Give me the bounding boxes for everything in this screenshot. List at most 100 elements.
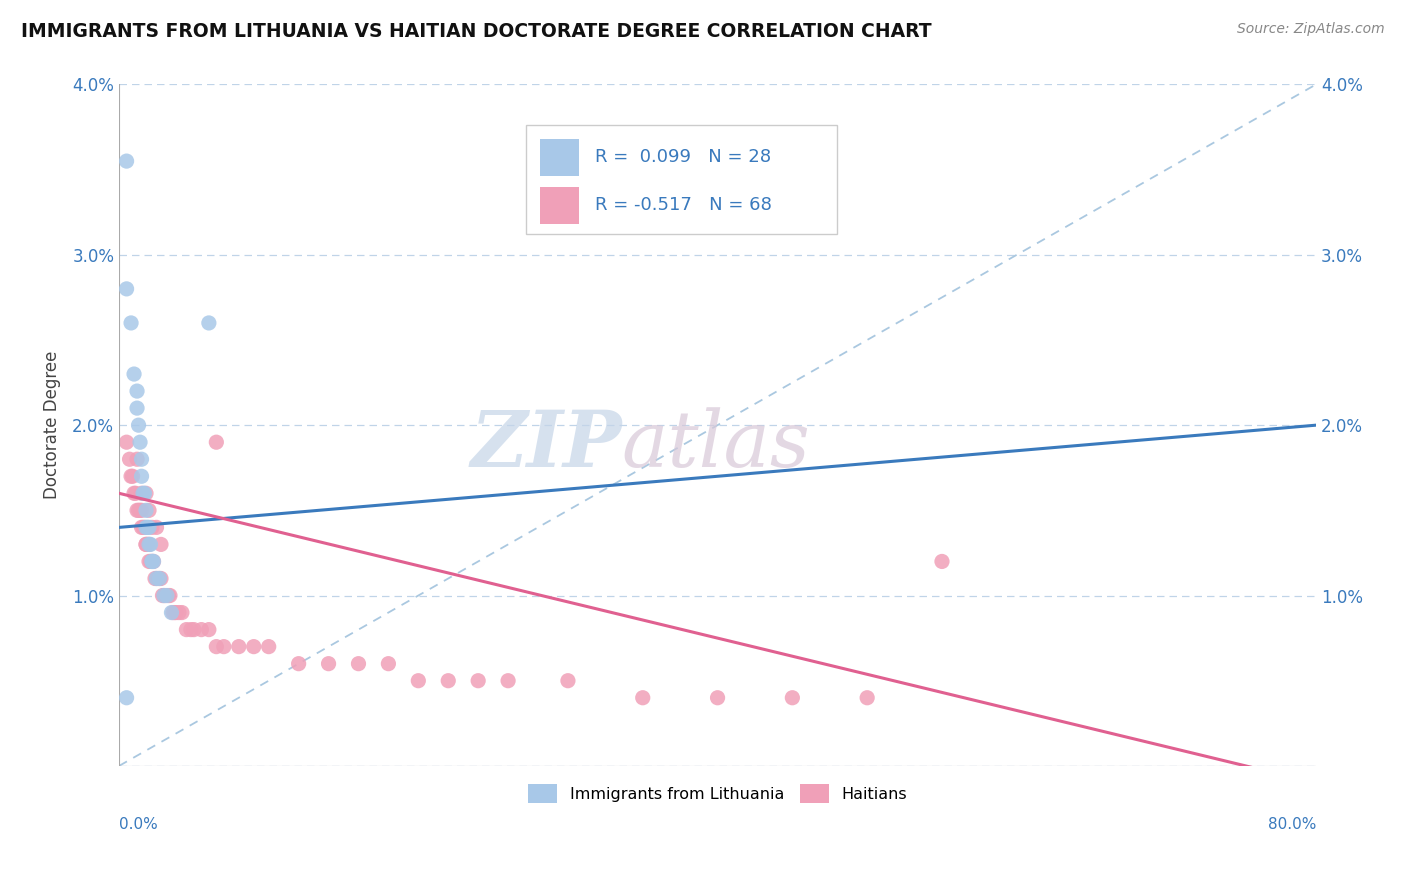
Point: [142, 554, 165, 568]
Point: [135, 537, 157, 551]
Point: [131, 520, 153, 534]
Text: IMMIGRANTS FROM LITHUANIA VS HAITIAN DOCTORATE DEGREE CORRELATION CHART: IMMIGRANTS FROM LITHUANIA VS HAITIAN DOC…: [21, 22, 932, 41]
Point: [135, 537, 157, 551]
Text: ZIP: ZIP: [470, 408, 621, 483]
Point: [205, 640, 228, 654]
Point: [165, 606, 187, 620]
Point: [467, 673, 489, 688]
Point: [139, 537, 162, 551]
Point: [228, 640, 250, 654]
Point: [141, 554, 163, 568]
Point: [138, 554, 160, 568]
Point: [122, 486, 145, 500]
Point: [198, 316, 221, 330]
Point: [120, 469, 142, 483]
Point: [141, 554, 163, 568]
Point: [142, 554, 165, 568]
Point: [198, 623, 221, 637]
Text: 0.0%: 0.0%: [120, 817, 157, 832]
Y-axis label: Doctorate Degree: Doctorate Degree: [44, 351, 60, 500]
Point: [631, 690, 654, 705]
Point: [115, 690, 138, 705]
Text: R =  0.099   N = 28: R = 0.099 N = 28: [596, 148, 772, 166]
Point: [131, 486, 153, 500]
Point: [163, 606, 186, 620]
Legend: Immigrants from Lithuania, Haitians: Immigrants from Lithuania, Haitians: [522, 778, 914, 809]
Point: [148, 572, 170, 586]
Point: [131, 469, 153, 483]
Text: R = -0.517   N = 68: R = -0.517 N = 68: [596, 196, 772, 214]
Point: [132, 486, 155, 500]
FancyBboxPatch shape: [540, 139, 579, 177]
Point: [145, 520, 167, 534]
Text: Source: ZipAtlas.com: Source: ZipAtlas.com: [1237, 22, 1385, 37]
Point: [146, 572, 169, 586]
Point: [557, 673, 579, 688]
Point: [118, 452, 141, 467]
Point: [145, 572, 167, 586]
Point: [141, 520, 163, 534]
Point: [782, 690, 804, 705]
Point: [129, 435, 152, 450]
Point: [149, 572, 172, 586]
Point: [160, 606, 183, 620]
Point: [125, 452, 148, 467]
Point: [120, 316, 142, 330]
Point: [155, 589, 177, 603]
Point: [125, 401, 148, 416]
Point: [139, 554, 162, 568]
Point: [257, 640, 280, 654]
Point: [148, 572, 170, 586]
Text: atlas: atlas: [621, 408, 810, 483]
Point: [156, 589, 179, 603]
Point: [162, 606, 184, 620]
Point: [856, 690, 879, 705]
Point: [408, 673, 430, 688]
Point: [115, 282, 138, 296]
Text: 80.0%: 80.0%: [1268, 817, 1316, 832]
Point: [135, 520, 157, 534]
Point: [152, 589, 174, 603]
Point: [242, 640, 264, 654]
Point: [122, 367, 145, 381]
Point: [377, 657, 399, 671]
Point: [128, 418, 150, 433]
Point: [183, 623, 205, 637]
Point: [134, 486, 156, 500]
Point: [437, 673, 460, 688]
Point: [159, 589, 181, 603]
Point: [170, 606, 193, 620]
Point: [212, 640, 235, 654]
Point: [176, 623, 198, 637]
Point: [496, 673, 519, 688]
Point: [124, 486, 146, 500]
Point: [131, 452, 153, 467]
Point: [149, 537, 172, 551]
Point: [138, 537, 160, 551]
Point: [347, 657, 370, 671]
FancyBboxPatch shape: [526, 126, 837, 235]
Point: [121, 469, 143, 483]
Point: [157, 589, 180, 603]
Point: [138, 537, 160, 551]
Point: [180, 623, 202, 637]
Point: [153, 589, 176, 603]
Point: [318, 657, 340, 671]
Point: [135, 486, 157, 500]
Point: [115, 154, 138, 169]
Point: [134, 520, 156, 534]
Point: [145, 572, 167, 586]
FancyBboxPatch shape: [540, 186, 579, 224]
Point: [131, 503, 153, 517]
Point: [931, 554, 953, 568]
Point: [143, 572, 166, 586]
Point: [125, 384, 148, 398]
Point: [136, 520, 159, 534]
Point: [287, 657, 309, 671]
Point: [205, 435, 228, 450]
Point: [115, 435, 138, 450]
Point: [138, 503, 160, 517]
Point: [135, 503, 157, 517]
Point: [167, 606, 190, 620]
Point: [136, 537, 159, 551]
